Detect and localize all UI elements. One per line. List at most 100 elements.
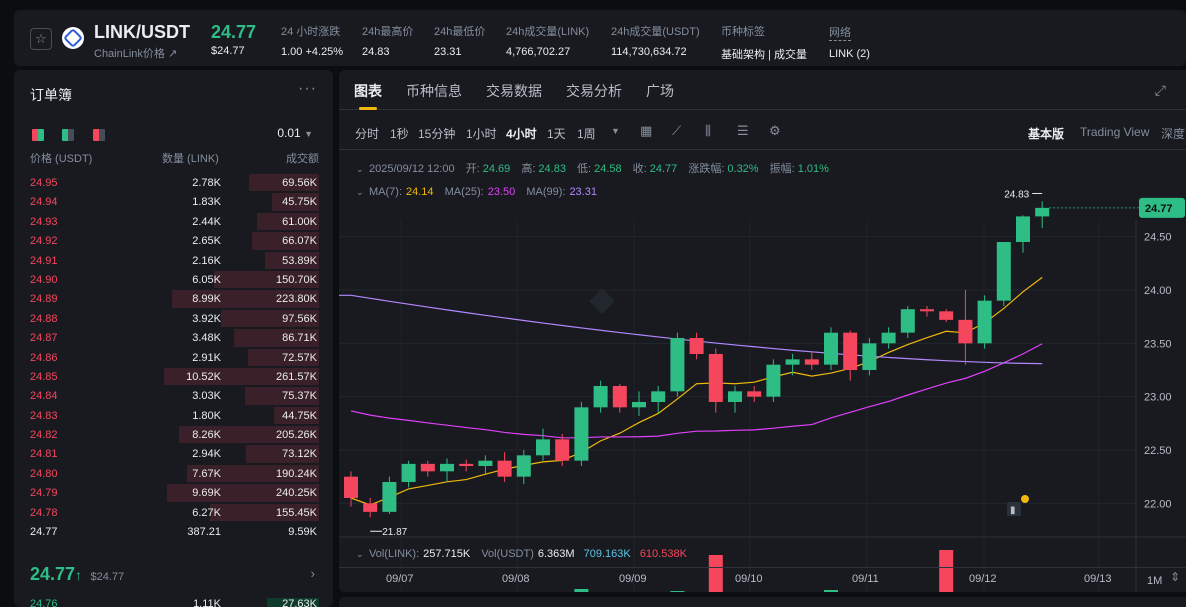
ask-total: 61.00K xyxy=(282,215,317,228)
more-timeframes-chevron-icon[interactable]: ▼ xyxy=(611,126,620,136)
svg-text:24.83: 24.83 xyxy=(1004,189,1029,200)
col-total: 成交额 xyxy=(286,153,319,165)
depth-bar xyxy=(248,348,319,366)
ask-row[interactable]: 24.87 3.48K 86.71K xyxy=(14,328,333,347)
stat-24h-change: 24 小时涨跌 1.00 +4.25% xyxy=(281,26,344,58)
ask-row[interactable]: 24.83 1.80K 44.75K xyxy=(14,406,333,425)
time-tick: 09/07 xyxy=(386,573,414,585)
tab-trading-analysis[interactable]: 交易分析 xyxy=(566,83,622,99)
view-basic[interactable]: 基本版 xyxy=(1028,127,1065,141)
ask-row[interactable]: 24.92 2.65K 66.07K xyxy=(14,231,333,250)
coin-name-link[interactable]: ChainLink价格 ↗ xyxy=(94,48,178,60)
ask-row[interactable]: 24.89 8.99K 223.80K xyxy=(14,289,333,308)
ask-total: 150.70K xyxy=(276,273,317,286)
ask-qty: 3.92K xyxy=(192,312,221,325)
collapse-ma-icon: ⌄ xyxy=(356,187,364,197)
price-step-select[interactable]: 0.01 ▼ xyxy=(277,126,313,140)
ask-row[interactable]: 24.79 9.69K 240.25K xyxy=(14,483,333,502)
depth-bar xyxy=(164,367,319,386)
price-tick: 24.50 xyxy=(1144,232,1172,244)
settings-list-icon[interactable]: ☰ xyxy=(737,123,749,138)
gear-icon[interactable]: ⚙ xyxy=(769,123,781,138)
up-arrow-icon: ↑ xyxy=(75,567,83,583)
ask-row[interactable]: 24.95 2.78K 69.56K xyxy=(14,173,333,192)
ask-total: 190.24K xyxy=(276,467,317,480)
candle-body xyxy=(440,463,454,472)
view-depth[interactable]: 深度 xyxy=(1161,127,1186,141)
stat-network[interactable]: 网络 LINK (2) xyxy=(829,23,870,60)
stat-24h-volume-link: 24h成交量(LINK) 4,766,702.27 xyxy=(506,26,590,58)
ask-total: 44.75K xyxy=(282,409,317,422)
ask-qty: 2.44K xyxy=(192,215,221,228)
tf-1h[interactable]: 1小时 xyxy=(466,127,497,141)
ask-row[interactable]: 24.78 6.27K 155.45K xyxy=(14,503,333,522)
volume-bar xyxy=(939,550,954,592)
ask-row[interactable]: 24.91 2.16K 53.89K xyxy=(14,251,333,270)
fullscreen-icon[interactable]: ⤢ xyxy=(1154,82,1166,98)
stat-coin-tags[interactable]: 币种标签 基础架构 | 成交量 xyxy=(721,26,807,61)
watermark-logo: ◆ xyxy=(589,280,616,318)
alert-icon[interactable]: ▮ xyxy=(1007,495,1029,516)
chevron-right-icon[interactable]: › xyxy=(310,566,315,581)
last-price: 24.77 xyxy=(211,22,257,42)
price-tick: 23.00 xyxy=(1144,392,1172,404)
chart-panel: 图表 币种信息 交易数据 交易分析 广场 ⤢ 分时 1秒 15分钟 1小时 4小… xyxy=(339,70,1186,592)
ask-row[interactable]: 24.93 2.44K 61.00K xyxy=(14,212,333,231)
ma7-line xyxy=(350,276,1043,506)
favorite-star-icon[interactable]: ☆ xyxy=(30,28,52,50)
tab-chart[interactable]: 图表 xyxy=(354,83,382,99)
ask-row[interactable]: 24.81 2.94K 73.12K xyxy=(14,444,333,463)
low-marker: 21.87 xyxy=(370,527,408,538)
tf-1s[interactable]: 1秒 xyxy=(390,127,409,141)
candle-body xyxy=(824,332,838,365)
candle-type-icon[interactable]: ⫼ xyxy=(705,123,711,138)
price-tick: 22.00 xyxy=(1144,498,1172,510)
ask-row[interactable]: 24.80 7.67K 190.24K xyxy=(14,464,333,483)
more-icon[interactable]: ··· xyxy=(298,80,317,97)
ask-row[interactable]: 24.86 2.91K 72.57K xyxy=(14,348,333,367)
depth-bar xyxy=(274,406,319,425)
ask-row[interactable]: 24.82 8.26K 205.26K xyxy=(14,425,333,444)
tf-timeline[interactable]: 分时 xyxy=(355,127,380,141)
ask-price: 24.81 xyxy=(30,448,58,461)
tab-square[interactable]: 广场 xyxy=(646,83,674,99)
tab-coin-info[interactable]: 币种信息 xyxy=(406,83,462,99)
tf-1d[interactable]: 1天 xyxy=(547,127,566,141)
ask-total: 86.71K xyxy=(282,332,317,345)
candlestick-chart[interactable]: ◆ 2025/09/12 12:00 开: 24.69 高: 24.83 低: 24.… xyxy=(339,150,1186,592)
bid-row[interactable]: 24.76 1.11K 27.63K xyxy=(14,598,333,607)
calendar-icon[interactable]: ▦ xyxy=(640,123,653,138)
ask-total: 69.56K xyxy=(282,177,317,189)
ask-total: 72.57K xyxy=(282,351,317,364)
price-tick: 23.50 xyxy=(1144,338,1172,350)
depth-bar xyxy=(272,193,319,211)
ask-total: 75.37K xyxy=(282,390,317,403)
tf-15m[interactable]: 15分钟 xyxy=(418,127,456,141)
candle-body xyxy=(1016,216,1030,242)
candle-body xyxy=(881,332,896,344)
pair-name[interactable]: LINK/USDT xyxy=(94,22,190,42)
candle-body xyxy=(670,338,685,392)
ask-row[interactable]: 24.90 6.05K 150.70K xyxy=(14,270,333,289)
tf-1w[interactable]: 1周 xyxy=(577,127,596,141)
collapse-volume-icon: ⌄ xyxy=(356,549,364,559)
candle-body xyxy=(632,402,646,408)
view-tradingview[interactable]: Trading View xyxy=(1080,125,1150,139)
view-bids-icon[interactable] xyxy=(62,129,75,141)
ask-row[interactable]: 24.77 387.21 9.59K xyxy=(14,522,333,541)
depth-bar xyxy=(210,503,319,522)
view-both-icon[interactable] xyxy=(32,129,44,141)
ask-rows: 24.95 2.78K 69.56K 24.94 1.83K 45.75K 24.93 2.4… xyxy=(14,173,333,541)
ask-row[interactable]: 24.94 1.83K 45.75K xyxy=(14,192,333,211)
view-asks-icon[interactable] xyxy=(92,129,105,141)
candle-body xyxy=(1035,207,1050,217)
orderbook-panel: 订单簿 ··· 0.01 ▼ 价格 (USDT) 数量 (LINK) 成交额 2… xyxy=(14,70,333,607)
ask-row[interactable]: 24.84 3.03K 75.37K xyxy=(14,386,333,405)
svg-text:▮: ▮ xyxy=(1010,505,1016,516)
axis-resize-icon[interactable]: ⇕ xyxy=(1169,570,1180,584)
ask-row[interactable]: 24.88 3.92K 97.56K xyxy=(14,309,333,328)
ask-row[interactable]: 24.85 10.52K 261.57K xyxy=(14,367,333,386)
indicator-icon[interactable]: ⟋ xyxy=(672,123,682,138)
tf-4h[interactable]: 4小时 xyxy=(506,127,537,141)
tab-trading-data[interactable]: 交易数据 xyxy=(486,83,542,99)
